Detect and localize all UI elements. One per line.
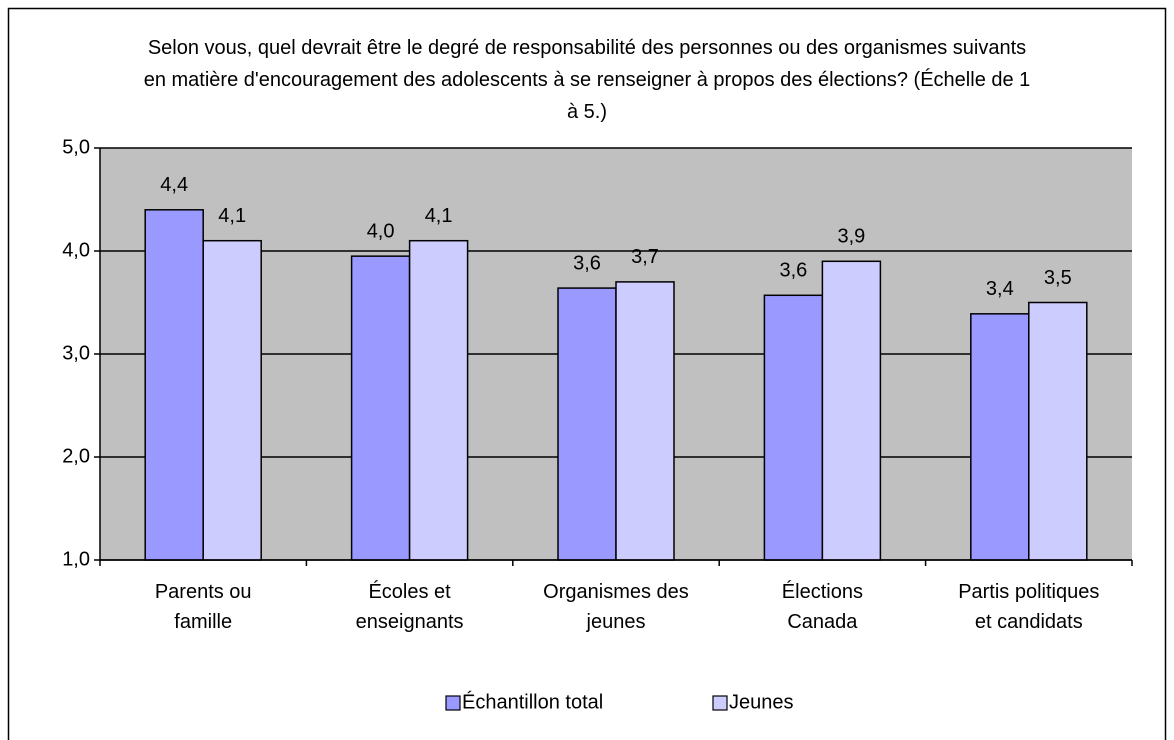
legend-swatch — [712, 695, 728, 711]
x-tick-label: Élections Canada — [781, 581, 863, 633]
value-label: 3,4 — [986, 278, 1014, 300]
bar — [408, 239, 469, 561]
bar — [144, 209, 204, 561]
bar — [202, 239, 262, 561]
value-label: 4,1 — [425, 205, 453, 227]
bar — [1028, 301, 1088, 561]
value-label: 3,5 — [1044, 267, 1072, 289]
y-tick-label: 5,0 — [62, 136, 90, 158]
value-label: 3,7 — [631, 246, 659, 268]
x-tick-label: Parents ou famille — [154, 581, 252, 633]
y-tick-label: 3,0 — [62, 342, 90, 364]
legend-label: Échantillon total — [462, 690, 603, 713]
chart-title: Selon vous, quel devrait être le degré d… — [143, 37, 1031, 123]
value-label: 4,0 — [367, 220, 395, 242]
bar — [970, 313, 1030, 561]
bar — [821, 260, 882, 561]
x-tick-label: Écoles et enseignants — [355, 581, 464, 633]
bar — [557, 287, 617, 561]
bar — [615, 281, 675, 561]
bar — [350, 255, 411, 561]
x-tick-label: Partis politiques et candidats — [958, 581, 1100, 633]
legend-label: Jeunes — [729, 691, 794, 713]
value-label: 3,9 — [837, 226, 865, 248]
value-label: 4,1 — [218, 205, 246, 227]
bar — [763, 294, 824, 561]
legend-swatch — [445, 695, 461, 711]
value-label: 4,4 — [160, 174, 188, 196]
value-label: 3,6 — [779, 260, 807, 282]
y-tick-label: 4,0 — [62, 239, 90, 261]
value-label: 3,6 — [573, 252, 601, 274]
y-tick-label: 1,0 — [62, 548, 90, 570]
y-tick-label: 2,0 — [62, 445, 90, 467]
x-tick-label: Organismes des jeunes — [543, 581, 689, 633]
